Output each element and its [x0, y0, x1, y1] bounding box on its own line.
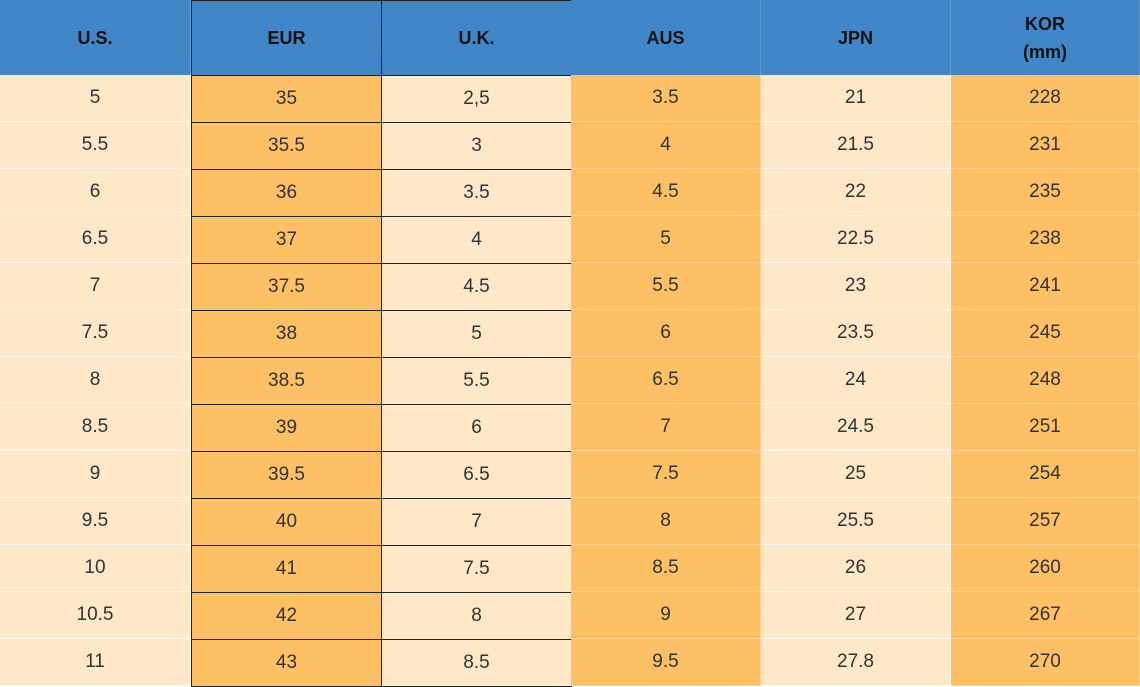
table-cell: 241 — [951, 263, 1140, 310]
table-cell: 257 — [951, 498, 1140, 545]
table-cell: 37.5 — [191, 263, 382, 311]
table-cell: 38 — [191, 310, 382, 358]
table-cell: 23.5 — [761, 310, 951, 357]
table-cell: 5.5 — [381, 357, 572, 405]
table-cell: 41 — [191, 545, 382, 593]
table-cell: 270 — [951, 639, 1140, 686]
table-cell: 7 — [0, 263, 191, 310]
table-cell: 8 — [381, 592, 572, 640]
table-cell: 5.5 — [571, 263, 761, 310]
table-cell: 22.5 — [761, 216, 951, 263]
table-cell: 228 — [951, 75, 1140, 122]
table-cell: 3.5 — [381, 169, 572, 217]
table-cell: 22 — [761, 169, 951, 216]
table-cell: 9 — [0, 451, 191, 498]
table-cell: 24.5 — [761, 404, 951, 451]
table-cell: 27.8 — [761, 639, 951, 686]
table-cell: 42 — [191, 592, 382, 640]
table-cell: 3.5 — [571, 75, 761, 122]
table-cell: 231 — [951, 122, 1140, 169]
table-cell: 8 — [571, 498, 761, 545]
table-cell: 6 — [571, 310, 761, 357]
table-cell: 39.5 — [191, 451, 382, 499]
table-cell: 39 — [191, 404, 382, 452]
table-cell: 24 — [761, 357, 951, 404]
table-cell: 6 — [0, 169, 191, 216]
table-cell: 7.5 — [381, 545, 572, 593]
table-cell: 251 — [951, 404, 1140, 451]
header-cell: JPN — [761, 0, 951, 75]
header-cell: EUR — [191, 0, 382, 76]
table-cell: 5.5 — [0, 122, 191, 169]
table-cell: 8 — [0, 357, 191, 404]
table-cell: 245 — [951, 310, 1140, 357]
table-cell: 35 — [191, 75, 382, 123]
table-cell: 9.5 — [571, 639, 761, 686]
table-cell: 38.5 — [191, 357, 382, 405]
table-cell: 10.5 — [0, 592, 191, 639]
table-cell: 267 — [951, 592, 1140, 639]
table-cell: 2,5 — [381, 75, 572, 123]
table-cell: 5 — [571, 216, 761, 263]
table-cell: 8.5 — [381, 639, 572, 687]
header-cell: U.S. — [0, 0, 191, 75]
table-cell: 7 — [381, 498, 572, 546]
table-cell: 5 — [0, 75, 191, 122]
header-cell: U.K. — [381, 0, 572, 76]
table-cell: 21.5 — [761, 122, 951, 169]
table-cell: 8.5 — [0, 404, 191, 451]
table-cell: 3 — [381, 122, 572, 170]
table-cell: 9.5 — [0, 498, 191, 545]
table-cell: 6.5 — [571, 357, 761, 404]
table-cell: 4.5 — [381, 263, 572, 311]
table-cell: 7 — [571, 404, 761, 451]
table-cell: 35.5 — [191, 122, 382, 170]
table-cell: 25.5 — [761, 498, 951, 545]
table-cell: 4.5 — [571, 169, 761, 216]
table-cell: 43 — [191, 639, 382, 687]
table-cell: 11 — [0, 639, 191, 686]
table-cell: 10 — [0, 545, 191, 592]
table-cell: 254 — [951, 451, 1140, 498]
table-cell: 5 — [381, 310, 572, 358]
table-cell: 37 — [191, 216, 382, 264]
table-cell: 9 — [571, 592, 761, 639]
table-cell: 8.5 — [571, 545, 761, 592]
header-cell: AUS — [571, 0, 761, 75]
table-cell: 4 — [381, 216, 572, 264]
table-cell: 23 — [761, 263, 951, 310]
table-cell: 27 — [761, 592, 951, 639]
table-cell: 40 — [191, 498, 382, 546]
table-cell: 21 — [761, 75, 951, 122]
table-cell: 36 — [191, 169, 382, 217]
table-cell: 235 — [951, 169, 1140, 216]
header-cell: KOR (mm) — [951, 0, 1140, 75]
table-cell: 6 — [381, 404, 572, 452]
table-cell: 6.5 — [0, 216, 191, 263]
table-cell: 6.5 — [381, 451, 572, 499]
table-cell: 26 — [761, 545, 951, 592]
table-cell: 7.5 — [0, 310, 191, 357]
table-cell: 25 — [761, 451, 951, 498]
table-cell: 248 — [951, 357, 1140, 404]
table-cell: 238 — [951, 216, 1140, 263]
table-cell: 260 — [951, 545, 1140, 592]
table-cell: 7.5 — [571, 451, 761, 498]
table-cell: 4 — [571, 122, 761, 169]
